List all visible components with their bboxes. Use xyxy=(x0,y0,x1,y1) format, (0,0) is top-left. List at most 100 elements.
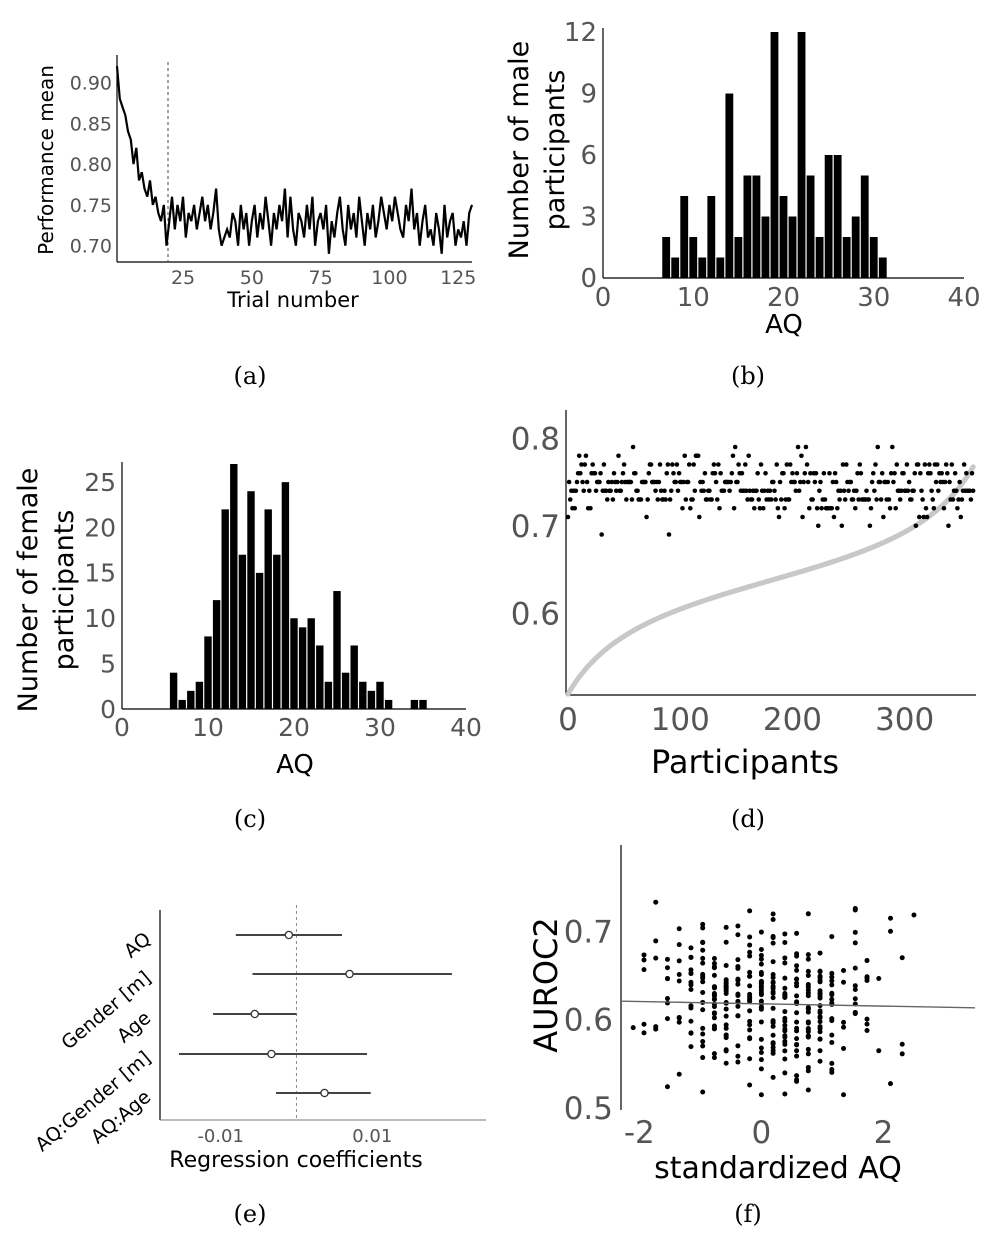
panel-f-point xyxy=(758,1066,764,1072)
panel-f-point xyxy=(782,985,788,991)
panel-d-black-point xyxy=(874,497,879,502)
panel-f-point xyxy=(794,1041,800,1047)
panel-d-black-point xyxy=(580,479,585,485)
panel-d-black-point xyxy=(582,462,588,467)
panel-c-bar xyxy=(264,509,272,709)
panel-d-black-point xyxy=(909,497,914,502)
panel-d-black-point xyxy=(939,470,944,476)
panel-b-x-tick-label: 40 xyxy=(947,283,980,313)
panel-d-black-point xyxy=(776,514,782,520)
panel-d-black-point xyxy=(854,488,859,494)
panel-a-x-tick-label: 100 xyxy=(371,267,407,289)
panel-d-black-point xyxy=(848,479,854,485)
panel-d-black-point xyxy=(810,497,815,502)
panel-d-black-point xyxy=(603,488,609,494)
panel-c-bar xyxy=(384,699,393,709)
panel-d-black-point xyxy=(663,497,668,502)
panel-d-black-point xyxy=(773,497,778,502)
panel-c-bar xyxy=(298,627,307,709)
panel-f-point xyxy=(735,957,741,963)
panel-f-point xyxy=(747,908,753,914)
panel-e-term-label: AQ xyxy=(120,928,155,963)
panel-d-black-point xyxy=(573,488,579,494)
panel-d-black-point xyxy=(778,497,784,502)
panel-d-black-point xyxy=(688,505,693,511)
panel-d-black-point xyxy=(795,444,801,450)
panel-d-black-point xyxy=(821,470,827,476)
panel-d-black-point xyxy=(838,488,843,494)
panel-f-point xyxy=(676,1071,682,1077)
panel-d-caption: (d) xyxy=(731,805,765,833)
panel-d-black-point xyxy=(751,505,757,511)
panel-f-point xyxy=(770,1074,776,1080)
panel-f-point xyxy=(817,969,823,975)
panel-f-point xyxy=(794,1053,800,1059)
panel-f-point xyxy=(700,1025,706,1031)
panel-f-point xyxy=(794,930,800,936)
panel-d-black-point xyxy=(662,488,667,494)
panel-d-black-point xyxy=(817,488,822,494)
panel-d-black-point xyxy=(844,462,849,467)
panel-d-black-point xyxy=(936,488,941,494)
panel-a-x-tick-label: 25 xyxy=(171,267,195,289)
panel-d-black-point xyxy=(648,462,654,467)
panel-d-black-point xyxy=(916,514,922,520)
panel-f-point xyxy=(770,940,776,946)
panel-b-bar xyxy=(680,196,689,278)
panel-d-black-point xyxy=(841,488,847,494)
panel-d-black-point xyxy=(579,462,584,467)
panel-d-black-point xyxy=(869,479,875,485)
panel-d-black-point xyxy=(891,479,896,485)
panel-f-point xyxy=(711,1011,717,1017)
panel-e-estimate-point xyxy=(250,1009,260,1019)
panel-f-point xyxy=(782,991,788,997)
panel-f-x-tick-label: -2 xyxy=(624,1115,655,1151)
panel-d-black-point xyxy=(754,488,759,494)
panel-f-point xyxy=(758,1049,764,1055)
panel-f-point xyxy=(782,1056,788,1062)
panel-d-black-point xyxy=(718,470,723,476)
panel-f-point xyxy=(664,1016,670,1022)
panel-d-black-point xyxy=(635,488,640,494)
panel-f-point xyxy=(817,1029,823,1035)
panel-d-black-point xyxy=(875,444,881,450)
panel-d-black-point xyxy=(822,497,828,502)
panel-d-black-point xyxy=(731,505,737,511)
panel-c-bar xyxy=(333,591,341,709)
panel-d-black-point xyxy=(700,479,705,485)
panel-a-y-label: Performance mean xyxy=(34,65,58,255)
panel-d-black-point xyxy=(856,497,861,502)
panel-b-bar xyxy=(770,32,779,278)
panel-f-point xyxy=(817,1036,823,1042)
panel-d-x-label: Participants xyxy=(651,743,839,781)
panel-b-bar xyxy=(761,216,770,278)
panel-d-black-point xyxy=(901,470,906,476)
panel-f-point xyxy=(782,1022,788,1028)
panel-d-black-point xyxy=(657,462,663,467)
panel-f-point xyxy=(817,1024,823,1030)
panel-f-point xyxy=(770,935,776,941)
panel-f-point xyxy=(641,1021,647,1027)
panel-f-x-tick-label: 2 xyxy=(874,1115,894,1151)
panel-f-point xyxy=(676,926,682,932)
panel-f-point xyxy=(664,965,670,971)
panel-d-black-point xyxy=(744,488,749,494)
panel-d-black-point xyxy=(833,479,839,485)
panel-f-point xyxy=(711,990,717,996)
panel-b-bar xyxy=(689,237,698,278)
panel-f-point xyxy=(805,993,811,999)
panel-d-black-point xyxy=(771,479,776,485)
panel-f-point xyxy=(805,1051,811,1057)
panel-d-black-point xyxy=(735,479,740,485)
panel-d-black-point xyxy=(615,479,620,485)
panel-d-black-point xyxy=(628,479,634,485)
panel-d-black-point xyxy=(894,462,900,467)
panel-d-black-point xyxy=(658,488,664,494)
panel-d-black-point xyxy=(728,479,734,485)
panel-d-black-point xyxy=(839,523,845,529)
panel-b-y-tick-label: 3 xyxy=(580,203,597,233)
panel-f-point xyxy=(711,1015,717,1021)
panel-d-black-point xyxy=(837,497,842,502)
panel-f-point xyxy=(794,976,800,982)
panel-d-black-point xyxy=(802,470,808,476)
